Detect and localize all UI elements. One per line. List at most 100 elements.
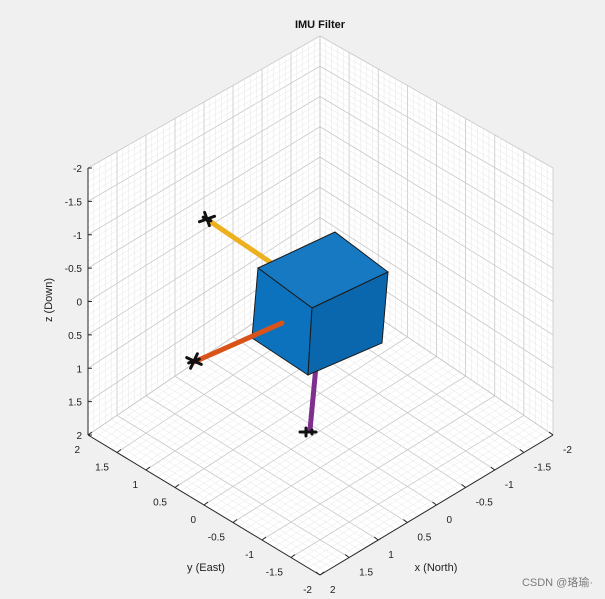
grid-line xyxy=(227,371,460,520)
z-tick-label: -1.5 xyxy=(65,197,83,208)
grid-line xyxy=(87,156,321,302)
x-tick-mark xyxy=(519,449,525,453)
grid-line xyxy=(308,426,542,569)
grid-line xyxy=(319,174,554,322)
x-tick-label: -1 xyxy=(505,480,514,491)
grid-line xyxy=(319,186,554,336)
y-axis-label: y (East) xyxy=(187,562,225,574)
y-tick-mark xyxy=(203,501,209,506)
grid-line xyxy=(319,223,554,376)
grid-line xyxy=(209,352,443,502)
y-tick-mark xyxy=(87,431,93,436)
grid-line xyxy=(87,217,321,369)
grid-line xyxy=(319,156,554,302)
grid-line xyxy=(221,368,455,516)
y-tick-label: -0.5 xyxy=(208,533,226,544)
y-tick-label: 1.5 xyxy=(95,463,109,474)
grid-line xyxy=(87,199,321,349)
z-axis-label: z (Down) xyxy=(43,278,55,322)
grid-line xyxy=(250,387,484,534)
grid-line xyxy=(238,379,472,527)
grid-line xyxy=(232,375,466,523)
grid-line xyxy=(314,430,548,572)
y-tick-label: 1 xyxy=(132,480,138,491)
grid-line xyxy=(238,332,472,485)
y-tick-mark xyxy=(174,484,180,488)
grid-line xyxy=(319,205,554,356)
grid-line xyxy=(290,415,525,558)
grid-line xyxy=(87,180,321,329)
y-tick-label: 0.5 xyxy=(153,498,167,509)
grid-line xyxy=(319,168,554,316)
y-tick-mark xyxy=(232,519,238,523)
grid-line xyxy=(285,411,519,555)
x-tick-label: 1 xyxy=(388,550,394,561)
airplane-icon xyxy=(298,426,318,438)
x-tick-mark xyxy=(344,554,350,558)
x-tick-mark xyxy=(461,484,466,488)
y-tick-mark xyxy=(145,466,151,471)
grid-line xyxy=(221,344,455,495)
y-tick-label: 0 xyxy=(190,515,196,526)
orange-axis xyxy=(191,320,285,365)
grid-line xyxy=(319,217,554,369)
y-tick-mark xyxy=(261,536,267,541)
grid-line xyxy=(319,199,554,349)
y-tick-mark xyxy=(319,571,325,576)
x-tick-label: 0 xyxy=(447,515,453,526)
z-tick-label: 2 xyxy=(76,431,82,442)
purple-axis xyxy=(307,363,319,433)
y-tick-label: -2 xyxy=(303,585,312,596)
z-tick-label: 1 xyxy=(76,364,82,375)
x-tick-mark xyxy=(373,536,379,541)
grid-line xyxy=(302,423,536,565)
grid-line xyxy=(87,174,321,322)
y-tick-label: -1 xyxy=(245,550,254,561)
grid-line xyxy=(87,205,321,356)
grid-line xyxy=(87,229,321,382)
grid-line xyxy=(256,391,490,537)
grid-line xyxy=(87,162,321,309)
grid-line xyxy=(227,340,460,492)
grid-line xyxy=(279,407,513,551)
grid-line xyxy=(296,419,530,562)
x-tick-label: 0.5 xyxy=(417,533,431,544)
floor-pane xyxy=(88,278,553,575)
x-tick-label: -1.5 xyxy=(534,463,552,474)
tick-labels: -2 -1.5 -1 -0.5 0 0.5 1 1.5 2 2 1.5 1 0.5 0 -0.5 -1 -1.5… xyxy=(65,164,573,596)
y-tick-label: -1.5 xyxy=(266,568,284,579)
x-tick-label: 1.5 xyxy=(359,568,373,579)
grid-line xyxy=(87,168,321,316)
grid-line xyxy=(209,360,443,509)
z-tick-label: -0.5 xyxy=(65,264,83,275)
z-tick-label: 0 xyxy=(76,298,82,309)
grid-line xyxy=(261,395,495,541)
x-tick-label: -0.5 xyxy=(476,498,494,509)
grid-line xyxy=(244,383,478,530)
grid-line xyxy=(87,193,321,342)
axes-3d[interactable]: -2 -1.5 -1 -0.5 0 0.5 1 1.5 2 2 1.5 1 0.5 0 -0.5 -1 -1.5… xyxy=(65,35,573,596)
airplane-icon xyxy=(197,210,217,228)
grid-line xyxy=(267,399,501,544)
airplane-icon xyxy=(185,352,203,370)
yellow-axis xyxy=(205,217,273,265)
figure-title: IMU Filter xyxy=(295,19,346,31)
grid-line xyxy=(232,336,466,488)
x-tick-mark xyxy=(432,501,437,506)
z-tick-label: -2 xyxy=(73,164,82,175)
y-tick-mark xyxy=(116,449,122,453)
x-tick-label: -2 xyxy=(563,445,572,456)
grid-line xyxy=(203,356,437,506)
grid-line xyxy=(319,180,554,329)
x-tick-mark xyxy=(548,431,554,436)
x-axis-label: x (North) xyxy=(415,562,458,574)
grid-line xyxy=(87,211,321,362)
grid-line xyxy=(87,223,321,376)
grid-line xyxy=(87,186,321,336)
x-tick-mark xyxy=(315,571,321,576)
y-tick-label: 2 xyxy=(74,445,80,456)
grid-line xyxy=(215,348,449,499)
grid-line xyxy=(319,193,554,342)
z-tick-label: -1 xyxy=(73,231,82,242)
